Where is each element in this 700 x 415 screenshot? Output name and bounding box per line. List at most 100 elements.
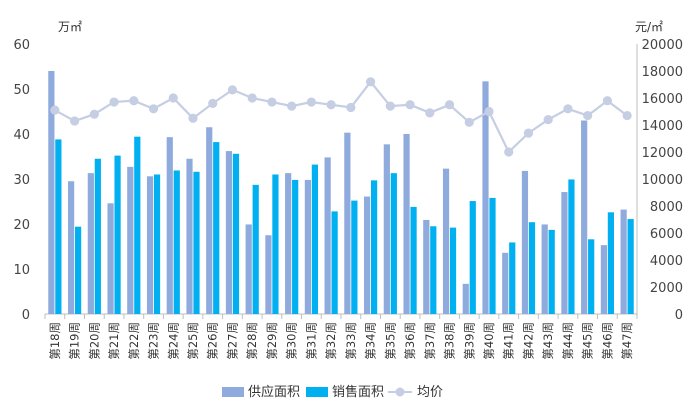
bar-sales xyxy=(272,174,279,314)
bar-sales xyxy=(114,155,121,314)
bar-sales xyxy=(627,219,634,314)
bar-supply xyxy=(600,245,607,314)
x-tick-label: 第47周 xyxy=(620,322,634,360)
price-point xyxy=(267,97,277,107)
bar-sales xyxy=(134,136,141,314)
price-point xyxy=(227,85,238,95)
left-tick-label: 0 xyxy=(22,308,30,323)
x-tick-label: 第46周 xyxy=(600,322,614,360)
x-tick-label: 第19周 xyxy=(68,322,82,360)
bar-sales xyxy=(371,180,378,314)
right-tick-label: 14000 xyxy=(642,119,683,134)
bar-supply xyxy=(127,166,134,314)
price-point xyxy=(129,96,139,106)
price-point xyxy=(89,109,99,119)
price-point xyxy=(287,101,297,111)
price-point xyxy=(563,104,573,114)
bar-sales xyxy=(430,226,437,314)
right-tick-label: 4000 xyxy=(650,254,683,269)
bar-supply xyxy=(206,127,213,314)
x-tick-label: 第37周 xyxy=(423,322,437,360)
price-point xyxy=(602,96,613,106)
price-line xyxy=(50,77,632,157)
left-tick-label: 60 xyxy=(13,38,30,53)
left-tick-label: 50 xyxy=(13,83,30,98)
price-point xyxy=(188,113,198,123)
legend-swatch-sales xyxy=(306,387,328,397)
x-tick-label: 第33周 xyxy=(344,322,358,360)
x-tick-label: 第23周 xyxy=(147,322,161,360)
right-tick-label: 10000 xyxy=(642,173,683,188)
bar-sales xyxy=(548,229,555,314)
x-tick-label: 第26周 xyxy=(206,322,220,360)
x-tick-label: 第24周 xyxy=(166,322,180,360)
bar-supply xyxy=(324,157,331,314)
x-tick-label: 第30周 xyxy=(285,322,299,360)
price-point xyxy=(583,110,593,121)
bar-supply xyxy=(225,151,233,314)
x-tick-label: 第22周 xyxy=(127,322,141,360)
bar-sales xyxy=(469,201,476,314)
bar-sales xyxy=(528,222,536,314)
price-point xyxy=(405,100,415,110)
x-tick-label: 第21周 xyxy=(107,322,121,360)
bar-supply xyxy=(364,196,371,314)
price-point xyxy=(247,93,257,103)
price-point xyxy=(208,98,218,108)
price-point xyxy=(109,97,119,107)
price-point xyxy=(326,100,336,110)
right-tick-label: 6000 xyxy=(650,227,683,242)
price-point xyxy=(50,105,60,115)
x-tick-label: 第42周 xyxy=(521,322,535,360)
bar-sales xyxy=(331,211,338,314)
x-tick-label: 第18周 xyxy=(48,322,62,360)
x-tick-labels: 第18周 第19周 第20周 第21周 第22周 第23周 第24周 第25周 第26周 第27周… xyxy=(48,322,634,360)
left-tick-label: 40 xyxy=(13,128,30,143)
bar-supply xyxy=(48,71,55,314)
price-point xyxy=(464,117,474,127)
x-tick-label: 第44周 xyxy=(561,322,575,360)
x-tick-label: 第32周 xyxy=(324,322,338,360)
x-tick-label: 第35周 xyxy=(383,322,397,360)
legend-label-sales: 销售面积 xyxy=(332,384,384,400)
bars xyxy=(48,71,634,314)
left-axis-unit: 万㎡ xyxy=(58,20,82,34)
bar-supply xyxy=(482,81,489,314)
x-tick-label: 第20周 xyxy=(87,322,101,360)
bar-sales xyxy=(55,139,62,314)
bar-sales xyxy=(75,226,82,314)
legend-label-supply: 供应面积 xyxy=(248,384,300,400)
bar-supply xyxy=(146,176,154,314)
bar-supply xyxy=(87,173,94,314)
bar-supply xyxy=(541,224,548,314)
bar-sales xyxy=(489,197,496,314)
x-tick-label: 第45周 xyxy=(581,322,595,360)
x-tick-label: 第31周 xyxy=(304,322,318,360)
bar-sales xyxy=(311,164,318,314)
bar-sales xyxy=(607,212,614,314)
x-tick-label: 第41周 xyxy=(502,322,516,360)
right-tick-label: 12000 xyxy=(642,146,683,161)
bar-sales xyxy=(509,242,516,314)
price-point xyxy=(306,97,316,107)
bar-sales xyxy=(252,184,259,314)
price-point xyxy=(366,77,376,87)
bar-sales xyxy=(568,179,575,314)
x-tick-label: 第34周 xyxy=(364,322,378,360)
legend-label-price: 均价 xyxy=(417,385,443,400)
x-tick-label: 第25周 xyxy=(186,322,200,360)
bar-sales xyxy=(449,227,457,314)
price-point xyxy=(504,147,514,157)
bar-supply xyxy=(462,283,469,314)
price-point xyxy=(622,110,632,121)
bar-supply xyxy=(521,170,529,314)
left-tick-label: 30 xyxy=(13,173,30,188)
bar-supply xyxy=(68,181,75,314)
legend: 供应面积 销售面积 均价 xyxy=(222,384,443,400)
bar-supply xyxy=(423,219,430,314)
bar-sales xyxy=(390,173,397,314)
x-tick-label: 第40周 xyxy=(482,322,496,360)
price-point xyxy=(385,101,395,111)
